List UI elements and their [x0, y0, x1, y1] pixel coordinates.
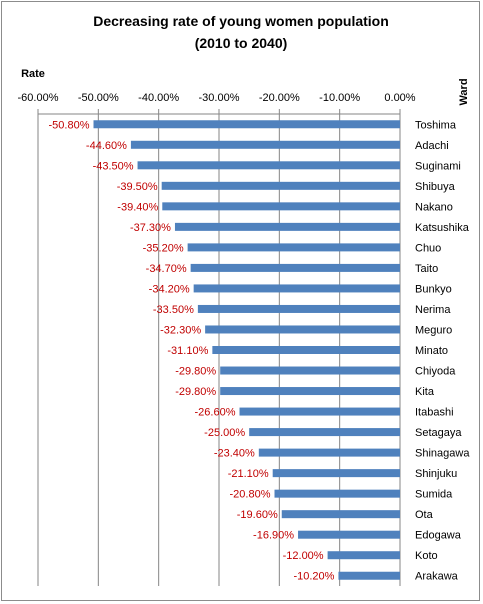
data-label: -34.70% — [146, 263, 187, 275]
bar — [239, 407, 400, 416]
data-label: -26.60% — [195, 407, 236, 419]
data-label: -32.30% — [160, 324, 201, 336]
bar — [327, 551, 400, 560]
category-label: Meguro — [415, 324, 452, 336]
data-labels: -50.80% -44.60% -43.50% -39.50% -39.40% -37.3… — [49, 119, 335, 582]
chart-title-line-1: Decreasing rate of young women populatio… — [93, 13, 389, 29]
category-label: Suginami — [415, 160, 461, 172]
x-tick-label: -30.00% — [199, 92, 240, 104]
bar — [130, 140, 400, 149]
chart-title-line-2: (2010 to 2040) — [195, 35, 288, 51]
data-label: -43.50% — [93, 160, 134, 172]
data-label: -44.60% — [86, 140, 127, 152]
bar — [190, 263, 400, 272]
category-label: Edogawa — [415, 530, 462, 542]
data-label: -31.10% — [167, 345, 208, 357]
x-tick-label: -20.00% — [259, 92, 300, 104]
bar — [281, 510, 400, 519]
data-label: -39.50% — [117, 181, 158, 193]
category-label: Toshima — [415, 119, 457, 131]
category-label: Kita — [415, 386, 435, 398]
data-label: -50.80% — [49, 119, 90, 131]
bar — [249, 428, 400, 437]
x-tick-label: 0.00% — [384, 92, 415, 104]
category-labels: Toshima Adachi Suginami Shibuya Nakano Katsus… — [415, 119, 470, 582]
data-label: -23.40% — [214, 448, 255, 460]
x-axis-ticks: -60.00% -50.00% -40.00% -30.00% -20.00% -10.0… — [18, 92, 416, 115]
category-label: Ota — [415, 509, 434, 521]
bar — [338, 571, 400, 580]
x-tick-label: -10.00% — [319, 92, 360, 104]
category-label: Koto — [415, 550, 438, 562]
data-label: -35.20% — [143, 242, 184, 254]
data-label: -12.00% — [283, 550, 324, 562]
category-label: Adachi — [415, 140, 449, 152]
data-label: -29.80% — [175, 366, 216, 378]
category-label: Shinagawa — [415, 448, 470, 460]
bar — [258, 448, 400, 457]
bar — [212, 346, 400, 354]
bar — [161, 181, 400, 190]
bar — [274, 489, 400, 498]
bar — [197, 304, 400, 313]
x-axis-title: Rate — [21, 68, 45, 80]
category-label: Itabashi — [415, 407, 454, 419]
bar — [298, 530, 400, 539]
data-label: -20.80% — [230, 489, 271, 501]
bar — [93, 120, 401, 129]
data-label: -10.20% — [293, 571, 334, 583]
x-tick-label: -40.00% — [138, 92, 179, 104]
bar — [174, 222, 400, 231]
data-label: -37.30% — [130, 222, 171, 234]
category-label: Chiyoda — [415, 366, 456, 378]
category-label: Nerima — [415, 304, 451, 316]
data-label: -33.50% — [153, 304, 194, 316]
data-label: -21.10% — [228, 468, 269, 480]
data-label: -19.60% — [237, 509, 278, 521]
category-label: Shibuya — [415, 181, 456, 193]
bars — [93, 120, 401, 580]
category-label: Nakano — [415, 201, 453, 213]
category-label: Arakawa — [415, 571, 459, 583]
category-label: Bunkyo — [415, 283, 452, 295]
bar — [137, 161, 401, 170]
x-tick-label: -60.00% — [18, 92, 59, 104]
category-label: Sumida — [415, 489, 453, 501]
y-axis-title: Ward — [458, 78, 470, 105]
x-tick-label: -50.00% — [78, 92, 119, 104]
data-label: -39.40% — [117, 201, 158, 213]
category-label: Chuo — [415, 242, 441, 254]
category-label: Minato — [415, 345, 448, 357]
data-label: -16.90% — [253, 530, 294, 542]
category-label: Taito — [415, 263, 438, 275]
bar — [220, 366, 400, 375]
bar — [205, 325, 400, 334]
data-label: -34.20% — [149, 283, 190, 295]
category-label: Setagaya — [415, 427, 462, 439]
data-label: -25.00% — [204, 427, 245, 439]
bar — [220, 387, 400, 396]
bar — [193, 284, 400, 293]
data-label: -29.80% — [175, 386, 216, 398]
category-label: Shinjuku — [415, 468, 457, 480]
bar — [272, 469, 400, 478]
bar — [162, 202, 400, 211]
bar — [187, 243, 400, 252]
category-label: Katsushika — [415, 222, 470, 234]
